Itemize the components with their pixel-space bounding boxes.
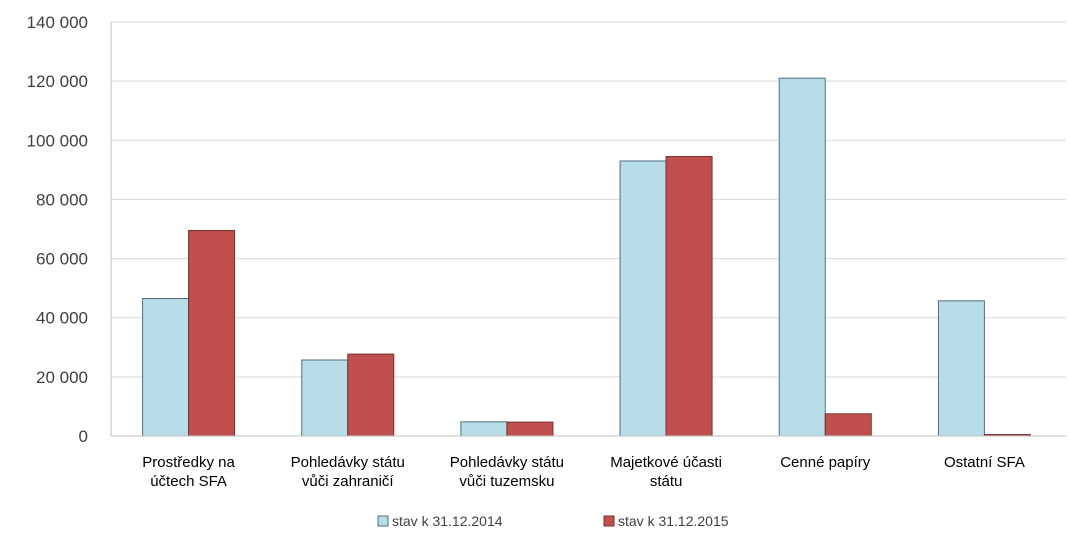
x-tick-label-line: vůči zahraničí (302, 473, 395, 490)
bar-series-1 (301, 359, 349, 437)
y-tick-label: 80 000 (36, 190, 88, 209)
y-tick-label: 20 000 (36, 368, 88, 387)
x-axis: Prostředky na účtech SFA Pohledávky státu v… (111, 435, 1066, 490)
bar-series-1 (619, 160, 667, 437)
y-tick-label: 140 000 (27, 13, 88, 32)
x-tick-label: Pohledávky státu vůči tuzemsku (450, 454, 564, 490)
bar-series-2 (824, 413, 872, 437)
bar-series-1 (460, 421, 508, 437)
bars (142, 77, 1031, 437)
x-tick-label-line: Majetkové účasti (610, 454, 722, 471)
y-tick-label: 100 000 (27, 131, 88, 150)
y-axis: 0 20 000 40 000 60 000 80 000 100 000 120 000 1… (27, 13, 112, 446)
x-tick-label: Ostatní SFA (944, 454, 1025, 471)
x-tick-label-line: účtech SFA (150, 473, 227, 490)
legend-swatch (377, 515, 389, 527)
x-tick-label-line: Pohledávky státu (450, 454, 564, 471)
x-tick-label-line: Pohledávky státu (291, 454, 405, 471)
y-tick-label: 0 (79, 427, 88, 446)
legend-swatch (603, 515, 615, 527)
x-tick-label: Cenné papíry (780, 454, 871, 471)
bar-series-1 (778, 77, 826, 437)
x-tick-label-line: vůči tuzemsku (459, 473, 554, 490)
legend: stav k 31.12.2014 stav k 31.12.2015 (377, 513, 729, 529)
legend-label: stav k 31.12.2015 (618, 513, 729, 529)
y-tick-label: 120 000 (27, 72, 88, 91)
gridlines (111, 21, 1066, 378)
bar-series-2 (188, 229, 236, 437)
x-tick-label-line: státu (650, 473, 683, 490)
x-tick-label: Pohledávky státu vůči zahraničí (291, 454, 405, 490)
x-tick-label-line: Cenné papíry (780, 454, 871, 471)
y-tick-label: 60 000 (36, 250, 88, 269)
bar-series-1 (142, 297, 190, 437)
x-tick-label: Prostředky na účtech SFA (142, 454, 235, 490)
x-tick-label-line: Ostatní SFA (944, 454, 1025, 471)
bar-series-2 (665, 156, 713, 437)
y-tick-label: 40 000 (36, 309, 88, 328)
x-tick-label-line: Prostředky na (142, 454, 235, 471)
bar-series-1 (937, 300, 985, 437)
bar-series-2 (347, 353, 395, 437)
x-tick-label: Majetkové účasti státu (610, 454, 722, 490)
bar-series-2 (506, 421, 554, 437)
legend-label: stav k 31.12.2014 (392, 513, 503, 529)
